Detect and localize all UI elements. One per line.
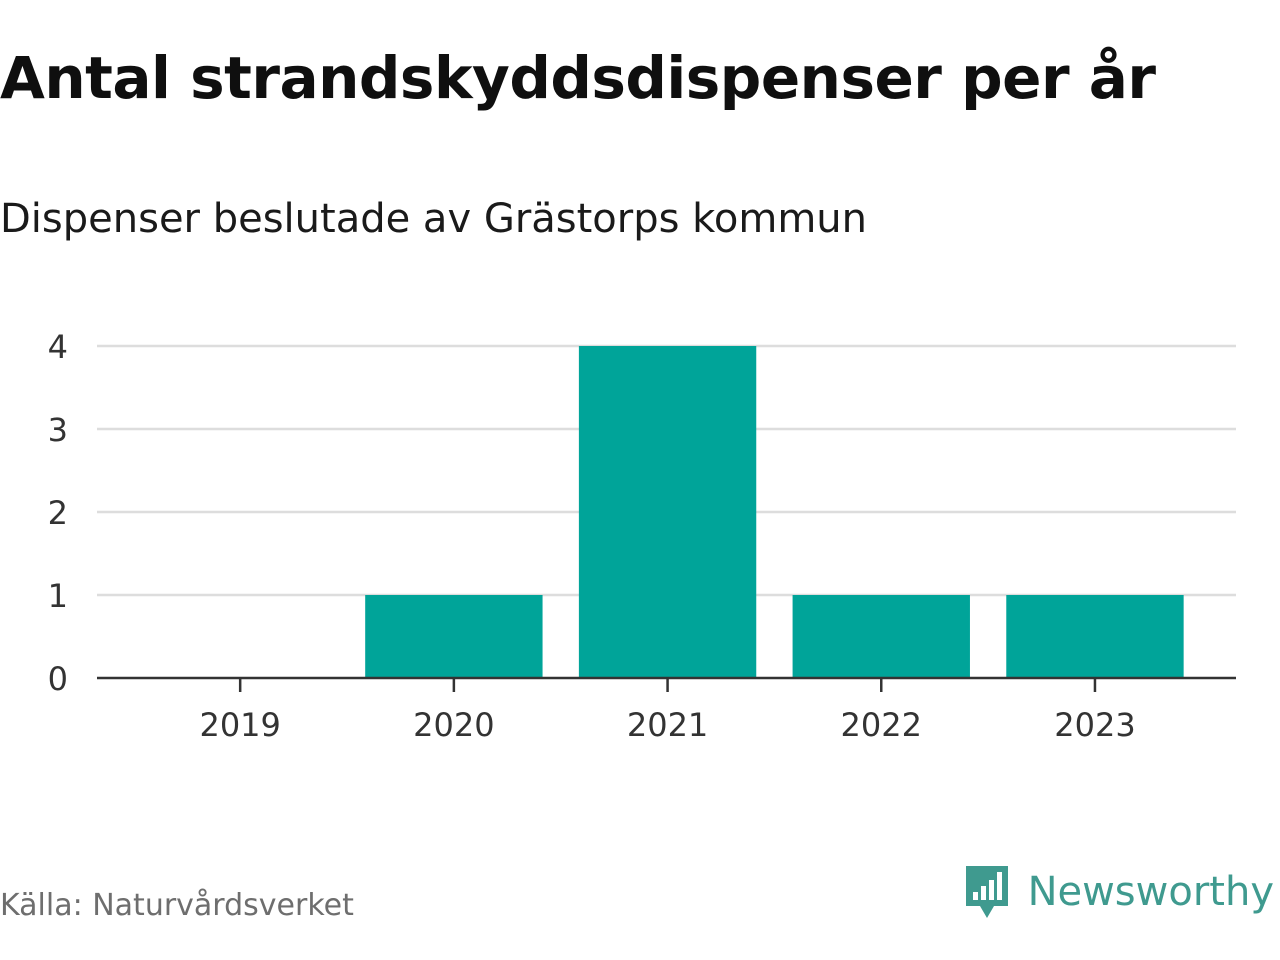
bar-2020 bbox=[365, 595, 543, 678]
brand-logo: Newsworthy bbox=[962, 862, 1274, 922]
y-tick-label-4: 4 bbox=[48, 328, 68, 366]
x-tick-label-2020: 2020 bbox=[413, 706, 494, 744]
y-tick-label-3: 3 bbox=[48, 411, 68, 449]
y-tick-label-2: 2 bbox=[48, 494, 68, 532]
x-tick-label-2023: 2023 bbox=[1054, 706, 1135, 744]
newsworthy-logo-icon bbox=[965, 866, 1008, 918]
source-note: Källa: Naturvårdsverket bbox=[0, 888, 354, 923]
chart-title: Antal strandskyddsdispenser per år bbox=[0, 44, 1156, 112]
x-tick-label-2019: 2019 bbox=[199, 706, 280, 744]
bar-2022 bbox=[792, 595, 970, 678]
x-tick-label-2022: 2022 bbox=[841, 706, 922, 744]
brand-name: Newsworthy bbox=[1027, 869, 1274, 915]
y-tick-label-1: 1 bbox=[48, 577, 68, 615]
bar-chart: 0 1 2 3 4 2019 2020 2021 2022 2023 bbox=[48, 328, 1236, 744]
chart-subtitle: Dispenser beslutade av Grästorps kommun bbox=[0, 196, 868, 242]
x-tick-label-2021: 2021 bbox=[627, 706, 708, 744]
bar-2023 bbox=[1006, 595, 1184, 678]
bar-2021 bbox=[578, 346, 757, 678]
y-tick-label-0: 0 bbox=[48, 660, 68, 698]
